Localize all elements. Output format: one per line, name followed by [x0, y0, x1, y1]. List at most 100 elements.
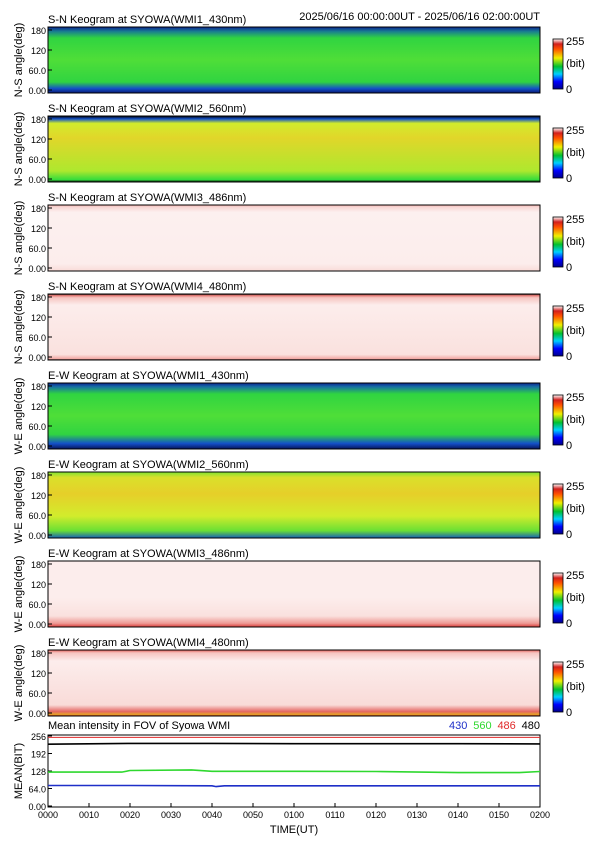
colorbar: [552, 394, 564, 446]
series-line-430: [48, 784, 540, 788]
y-tick-label: 60.0: [28, 155, 46, 165]
plot-frame: [47, 560, 541, 628]
legend-entry: 486: [497, 720, 515, 732]
y-tick-label: 256: [31, 732, 46, 742]
x-tick-label: 0010: [79, 810, 99, 820]
colorbar-min-label: 0: [566, 173, 572, 185]
y-tick-label: 180: [31, 115, 46, 125]
colorbar-min-label: 0: [566, 84, 572, 96]
x-tick-label: 0100: [284, 810, 304, 820]
colorbar: [552, 483, 564, 535]
plot-frame: [47, 293, 541, 361]
y-tick-label: 60.0: [28, 511, 46, 521]
y-axis-label: MEAN(BIT): [13, 743, 25, 799]
y-tick-label: 120: [31, 669, 46, 679]
y-tick-label: 180: [31, 204, 46, 214]
y-tick-label: 60.0: [28, 333, 46, 343]
keogram-panel: S-N Keogram at SYOWA(WMI3_486nm)180 120 60…: [13, 192, 585, 275]
colorbar: [552, 572, 564, 624]
y-axis-label: W-E angle(deg): [13, 378, 25, 455]
plot-frame: [47, 471, 541, 539]
mean-panel-title: Mean intensity in FOV of Syowa WMI: [48, 720, 230, 732]
x-tick-label: 0120: [366, 810, 386, 820]
colorbar-min-label: 0: [566, 440, 572, 452]
y-tick-label: 0.00: [28, 531, 46, 541]
y-tick-label: 120: [31, 135, 46, 145]
colorbar-max-label: 255: [566, 659, 584, 671]
panel-title: S-N Keogram at SYOWA(WMI1_430nm): [48, 14, 246, 26]
colorbar: [552, 216, 564, 268]
y-tick-label: 60.0: [28, 600, 46, 610]
y-tick-label: 120: [31, 402, 46, 412]
y-tick-label: 180: [31, 471, 46, 481]
colorbar-unit-label: (bit): [566, 325, 585, 337]
keogram-panel: S-N Keogram at SYOWA(WMI4_480nm)180 120 60…: [13, 281, 585, 364]
colorbar: [552, 661, 564, 713]
keogram-panel: E-W Keogram at SYOWA(WMI4_480nm)180 120 60…: [13, 637, 585, 721]
y-tick-label: 120: [31, 491, 46, 501]
y-tick-label: 192: [31, 750, 46, 760]
time-range-label: 2025/06/16 00:00:00UT - 2025/06/16 02:00…: [299, 11, 540, 23]
colorbar-unit-label: (bit): [566, 58, 585, 70]
x-tick-label: 0150: [489, 810, 509, 820]
colorbar-max-label: 255: [566, 392, 584, 404]
x-tick-label: 0030: [161, 810, 181, 820]
keogram-panel: S-N Keogram at SYOWA(WMI1_430nm)180 120 60…: [13, 14, 585, 97]
plot-frame: [47, 26, 541, 94]
y-tick-label: 0.00: [28, 353, 46, 363]
keogram-image: [48, 383, 540, 449]
keogram-image: [48, 205, 540, 271]
colorbar-max-label: 255: [566, 36, 584, 48]
x-axis-label: TIME(UT): [270, 824, 318, 836]
colorbar-max-label: 255: [566, 570, 584, 582]
panel-title: S-N Keogram at SYOWA(WMI4_480nm): [48, 281, 246, 293]
panel-title: S-N Keogram at SYOWA(WMI2_560nm): [48, 103, 246, 115]
y-axis-label: N-S angle(deg): [13, 23, 25, 98]
colorbar-unit-label: (bit): [566, 414, 585, 426]
keogram-panel: E-W Keogram at SYOWA(WMI1_430nm)180 120 60…: [13, 370, 585, 454]
y-tick-label: 60.0: [28, 66, 46, 76]
y-tick-label: 128: [31, 767, 46, 777]
series-line-560: [48, 769, 541, 774]
x-tick-label: 0200: [530, 810, 550, 820]
x-tick-label: 0000: [38, 810, 58, 820]
keogram-panel: E-W Keogram at SYOWA(WMI3_486nm)180 120 60…: [13, 548, 585, 632]
panel-title: S-N Keogram at SYOWA(WMI3_486nm): [48, 192, 246, 204]
y-tick-label: 180: [31, 293, 46, 303]
plot-frame: [47, 204, 541, 272]
y-axis-label: N-S angle(deg): [13, 201, 25, 276]
colorbar-max-label: 255: [566, 303, 584, 315]
x-tick-label: 0110: [325, 810, 344, 820]
keogram-image: [48, 650, 540, 716]
panel-title: E-W Keogram at SYOWA(WMI4_480nm): [48, 637, 249, 649]
y-tick-label: 120: [31, 46, 46, 56]
colorbar-max-label: 255: [566, 125, 584, 137]
y-tick-label: 60.0: [28, 689, 46, 699]
plot-frame: [47, 382, 541, 450]
y-axis-label: N-S angle(deg): [13, 112, 25, 187]
y-axis-label: W-E angle(deg): [13, 467, 25, 544]
colorbar-max-label: 255: [566, 481, 584, 493]
y-tick-label: 0.00: [28, 86, 46, 96]
y-tick-label: 0.00: [28, 175, 46, 185]
legend-entry: 430: [449, 720, 467, 732]
y-tick-label: 60.0: [28, 244, 46, 254]
colorbar-unit-label: (bit): [566, 503, 585, 515]
series-line-480: [47, 742, 541, 745]
colorbar-unit-label: (bit): [566, 592, 585, 604]
y-tick-label: 180: [31, 560, 46, 570]
colorbar: [552, 38, 564, 90]
keogram-panel: E-W Keogram at SYOWA(WMI2_560nm)180 120 60…: [13, 459, 585, 543]
y-tick-label: 180: [31, 382, 46, 392]
y-tick-label: 180: [31, 26, 46, 36]
colorbar: [552, 127, 564, 179]
y-tick-label: 120: [31, 580, 46, 590]
colorbar-min-label: 0: [566, 262, 572, 274]
colorbar-min-label: 0: [566, 707, 572, 719]
colorbar-min-label: 0: [566, 618, 572, 630]
keogram-image: [48, 27, 540, 93]
colorbar-min-label: 0: [566, 351, 572, 363]
y-tick-label: 0.00: [28, 264, 46, 274]
y-tick-label: 120: [31, 224, 46, 234]
